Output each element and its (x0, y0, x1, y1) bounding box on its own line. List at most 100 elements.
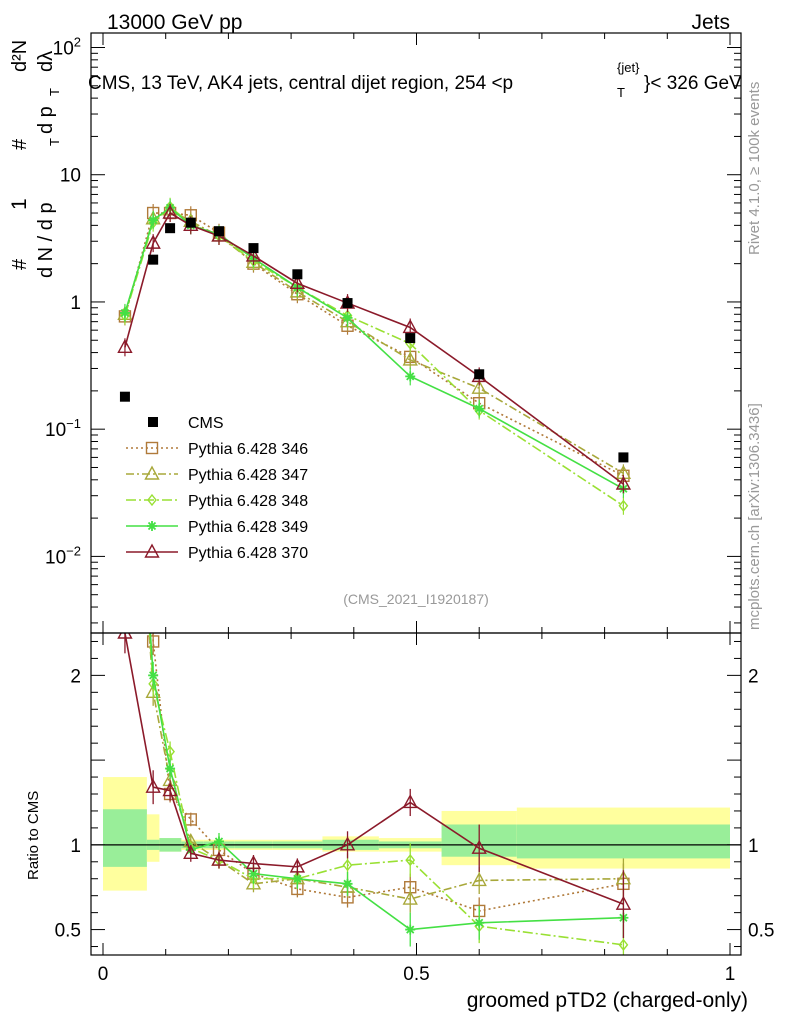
x-tick-label: 0.5 (403, 964, 429, 985)
cms-point (292, 269, 303, 280)
cms-point (248, 243, 259, 254)
ratio-point (289, 858, 306, 873)
ratio-point (184, 813, 197, 826)
ratio-point (339, 836, 356, 851)
title-sub: T (617, 85, 625, 100)
ylabel-dlambda: dλ (35, 51, 57, 72)
ratio-frame (90, 632, 742, 956)
ratio-series (117, 262, 632, 955)
ratio-point (402, 794, 418, 809)
series-point (289, 274, 306, 290)
series-line (124, 208, 624, 474)
legend-label: CMS (188, 415, 224, 432)
ratio-point (121, 281, 129, 291)
legend-marker (147, 521, 157, 531)
ratio-point (471, 839, 487, 854)
series-line (124, 205, 624, 507)
ylabel-d2n: d²N (9, 40, 31, 72)
series-point (342, 312, 353, 323)
series-point (119, 307, 130, 318)
ylabel-hash-2: # (9, 138, 31, 150)
cms-point (148, 254, 159, 265)
legend-label: Pythia 6.428 347 (188, 467, 308, 484)
ratio-point (471, 871, 487, 887)
ratio-y-tick-label: 1 (70, 836, 81, 857)
ratio-ylabel: Ratio to CMS (25, 791, 42, 880)
series-point (474, 403, 485, 414)
title-sup: {jet} (617, 60, 640, 75)
cms-point (185, 217, 196, 228)
legend-item-cms: CMS (148, 415, 224, 432)
legend-item-pythia-6.428-349: Pythia 6.428 349 (126, 519, 308, 536)
ratio-y-tick-label: 0.5 (55, 921, 81, 942)
ylabel-t-2: T (47, 88, 62, 96)
legend-marker (144, 465, 160, 480)
ratio-y-tick-label-right: 2 (748, 666, 759, 687)
x-tick-label: 1 (725, 964, 736, 985)
cms-point (342, 298, 353, 309)
ratio-point (474, 917, 485, 928)
cms-point (165, 223, 176, 234)
ratio-band-stat (103, 809, 147, 867)
ratio-series-pythia-6.428-370 (117, 633, 632, 939)
cms-point (119, 391, 130, 402)
legend: CMS Pythia 6.428 346 Pythia 6.428 347 Pythi… (126, 415, 308, 562)
cms-data-points (119, 217, 629, 463)
y-tick-label: 10−1 (45, 416, 81, 441)
ratio-point (402, 890, 418, 905)
main-series (117, 197, 632, 515)
axes: 0 0.5 1 10−2 10−1 1 10 102 0.5 0.5 1 1 2 2 (45, 32, 774, 985)
jets-label: Jets (691, 11, 730, 34)
legend-label: Pythia 6.428 346 (188, 441, 308, 458)
ratio-point (162, 782, 178, 797)
ratio-point (245, 855, 262, 870)
ratio-point (342, 878, 353, 889)
ratio-point (248, 868, 259, 879)
series-point (615, 475, 632, 490)
cms-point (618, 452, 629, 463)
ratio-y-tick-label: 2 (70, 666, 81, 687)
title-main: CMS, 13 TeV, AK4 jets, central dijet reg… (88, 73, 513, 94)
y-tick-label: 10−2 (45, 543, 81, 568)
cms-point (405, 333, 416, 344)
ratio-point (145, 778, 161, 793)
series-point (402, 319, 418, 334)
ratio-band-total (146, 814, 160, 862)
ratio-point (117, 633, 133, 639)
series-point (402, 351, 418, 366)
ratio-line (148, 633, 624, 900)
ylabel-t-1: T (47, 138, 62, 146)
ratio-point (211, 851, 227, 866)
legend-marker (145, 441, 159, 455)
x-tick-label: 0 (98, 964, 109, 985)
legend-item-pythia-6.428-370: Pythia 6.428 370 (126, 543, 308, 562)
legend-marker (144, 543, 160, 558)
ratio-y-tick-label-right: 0.5 (748, 921, 774, 942)
series-point (405, 371, 416, 382)
series-point (245, 247, 262, 262)
series-point (162, 204, 178, 219)
series-line (124, 212, 624, 477)
cms-point (474, 369, 485, 380)
title-end: }< 326 GeV (644, 73, 742, 94)
legend-label: Pythia 6.428 349 (188, 519, 308, 536)
legend-item-pythia-6.428-346: Pythia 6.428 346 (126, 441, 308, 458)
ratio-point (292, 873, 303, 884)
ylabel-one: 1 (8, 198, 31, 210)
rivet-label: Rivet 4.1.0, ≥ 100k events (746, 82, 763, 255)
series-point (145, 234, 161, 249)
series-point (117, 338, 133, 354)
ratio-point (118, 262, 131, 274)
ratio-point (618, 938, 629, 951)
ylabel-hash-1: # (9, 258, 31, 270)
ratio-point (165, 763, 176, 774)
analysis-id: (CMS_2021_I1920187) (343, 591, 489, 607)
collision-label: 13000 GeV pp (107, 11, 242, 34)
ratio-point (213, 836, 224, 847)
series-point (618, 499, 629, 512)
legend-label: Pythia 6.428 370 (188, 545, 308, 562)
ratio-band-stat (516, 824, 730, 859)
ratio-bands (103, 777, 730, 891)
ratio-point (342, 859, 353, 872)
